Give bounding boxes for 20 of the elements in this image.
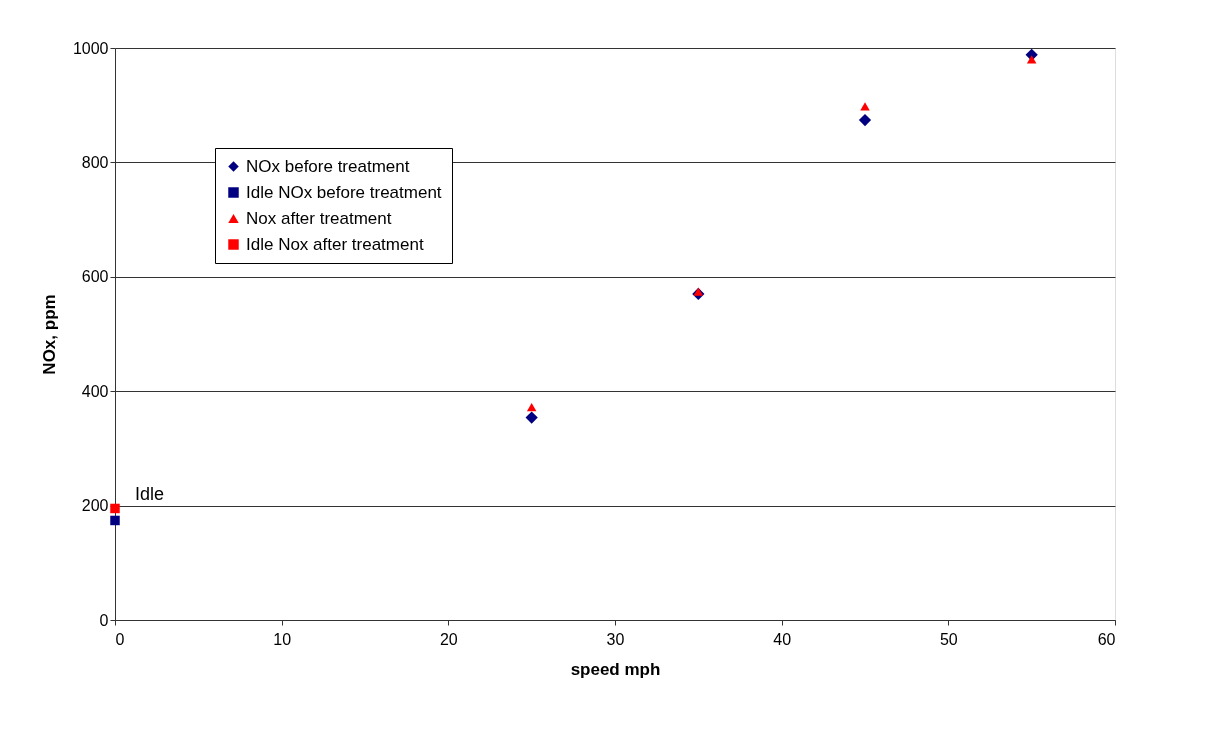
annotation: Idle (135, 484, 165, 505)
x-tick-label: 30 (606, 630, 625, 648)
y-tick-label: 0 (99, 611, 109, 629)
y-tick-label: 400 (81, 382, 109, 400)
legend-label: Idle Nox after treatment (246, 234, 424, 254)
x-tick-label: 10 (273, 630, 292, 648)
x-tick-label: 50 (939, 630, 958, 648)
y-tick-label: 600 (81, 268, 109, 286)
x-tick-label: 20 (439, 630, 458, 648)
x-axis-title: speed mph (570, 659, 661, 679)
x-tick-label: 0 (115, 630, 125, 648)
y-tick-label: 800 (81, 153, 109, 171)
legend-label: Nox after treatment (246, 208, 392, 228)
legend-label: Idle NOx before treatment (246, 182, 442, 202)
x-tick-label: 40 (773, 630, 792, 648)
y-tick-label: 1000 (72, 39, 109, 57)
legend-label: NOx before treatment (246, 156, 410, 176)
y-tick-label: 200 (81, 497, 109, 515)
y-axis-title: NOx, ppm (39, 294, 59, 375)
x-tick-label: 60 (1097, 630, 1116, 648)
